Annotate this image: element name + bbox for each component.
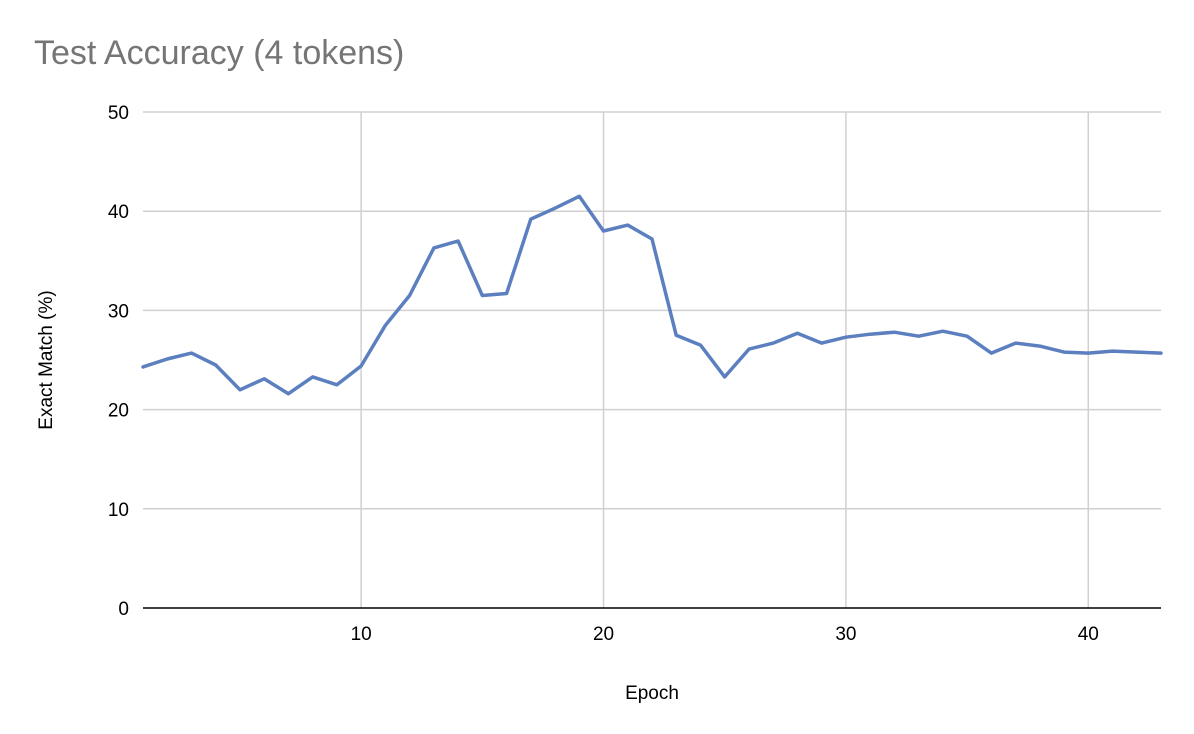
chart-title: Test Accuracy (4 tokens) [34,34,405,72]
x-tick-labels: 10 20 30 40 [351,624,1099,645]
y-tick-label: 20 [108,401,129,422]
x-axis-label: Epoch [625,683,679,704]
series-lines [141,194,1163,396]
y-axis-label: Exact Match (%) [36,290,57,429]
x-tick-label: 20 [593,624,614,645]
y-tick-label: 40 [108,202,129,223]
y-tick-labels: 0 10 20 30 40 50 [108,103,129,620]
x-tick-label: 30 [835,624,856,645]
y-tick-label: 30 [108,301,129,322]
x-tick-label: 40 [1078,624,1099,645]
series-line [141,194,1163,396]
y-tick-label: 50 [108,103,129,124]
y-tick-label: 0 [118,599,129,620]
y-tick-label: 10 [108,500,129,521]
grid-lines [143,111,1161,608]
x-tick-label: 10 [351,624,372,645]
